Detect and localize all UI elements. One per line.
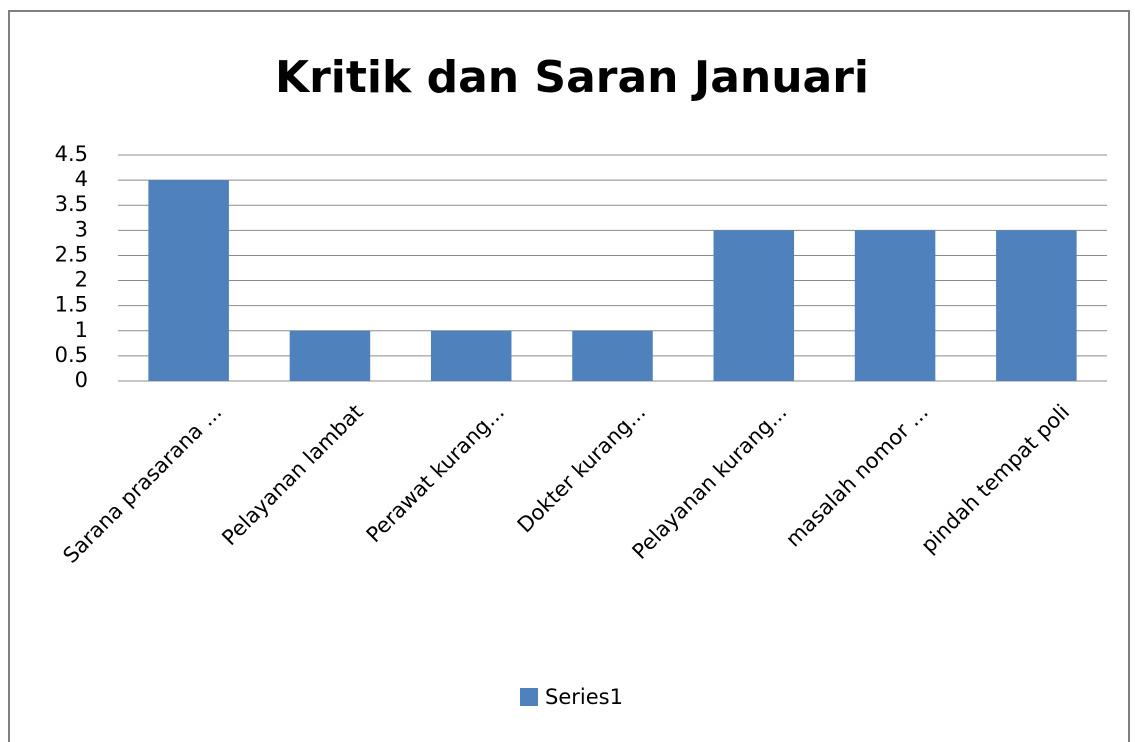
y-tick-label: 2 bbox=[75, 268, 88, 292]
y-tick-label: 0 bbox=[75, 368, 88, 392]
bar bbox=[713, 230, 795, 381]
legend-label: Series1 bbox=[545, 685, 623, 709]
bar bbox=[854, 230, 936, 381]
bar bbox=[572, 330, 653, 381]
y-tick-label: 3.5 bbox=[55, 192, 88, 216]
y-tick-label: 1 bbox=[75, 318, 88, 342]
y-tick-label: 3 bbox=[75, 217, 88, 241]
bar bbox=[996, 230, 1077, 381]
bar bbox=[289, 330, 371, 381]
bar bbox=[148, 180, 229, 381]
chart-title: Kritik dan Saran Januari bbox=[275, 52, 869, 103]
y-tick-label: 4.5 bbox=[55, 142, 88, 166]
y-tick-label: 0.5 bbox=[55, 343, 88, 367]
legend-swatch bbox=[520, 688, 538, 706]
y-tick-label: 1.5 bbox=[55, 293, 88, 317]
y-tick-label: 4 bbox=[75, 167, 88, 191]
bar bbox=[430, 330, 512, 381]
y-tick-label: 2.5 bbox=[55, 242, 88, 266]
